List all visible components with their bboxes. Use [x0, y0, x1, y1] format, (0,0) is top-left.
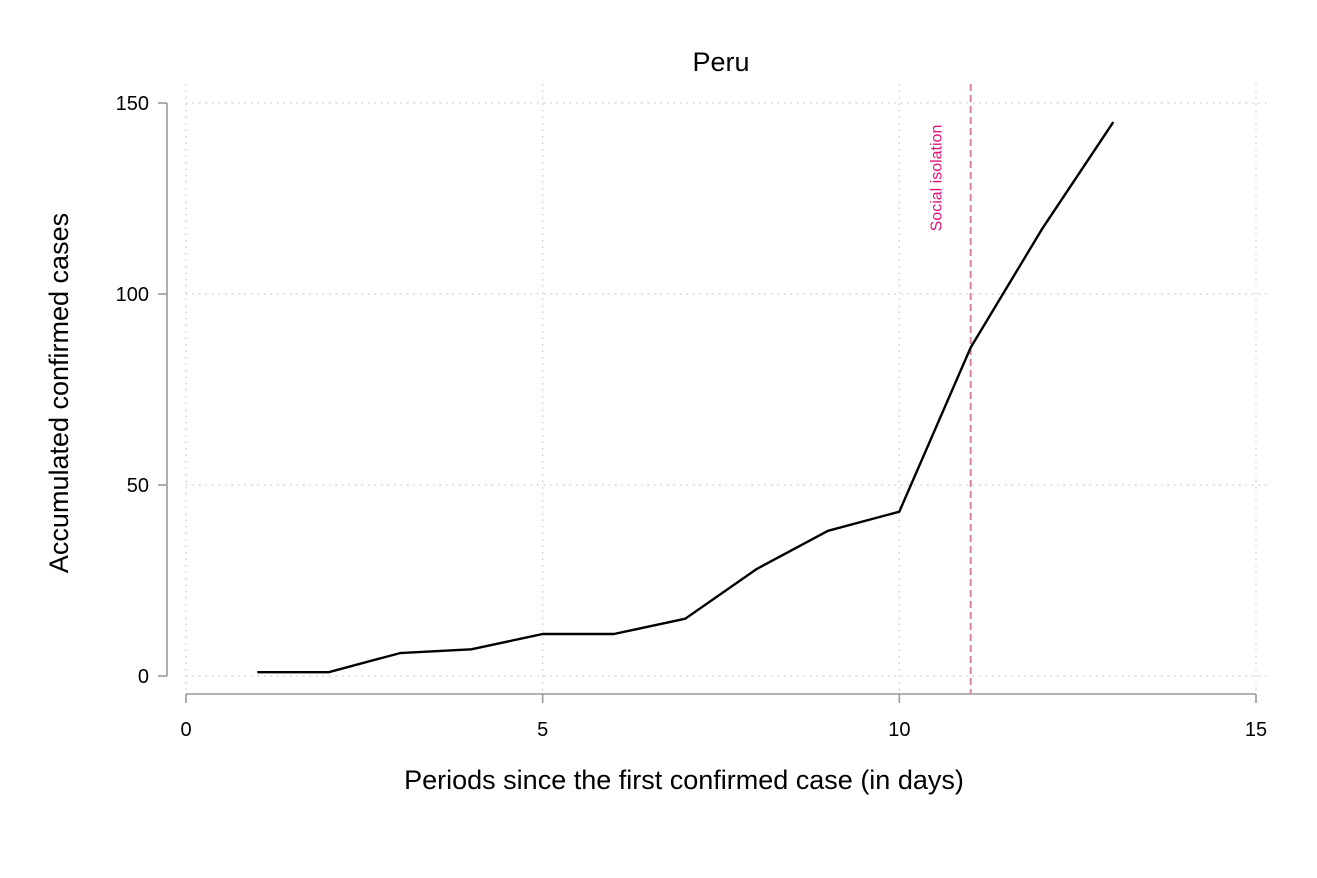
annotations: Social isolation: [929, 84, 972, 694]
x-tick-label: 15: [1245, 719, 1267, 741]
chart-title: Peru: [692, 47, 749, 77]
y-tick-label: 50: [127, 475, 149, 497]
series: [257, 121, 1115, 674]
x-tick-label: 5: [537, 719, 548, 741]
grid: [185, 84, 1270, 690]
y-tick-label: 0: [138, 666, 149, 688]
x-axis-title: Periods since the first confirmed case (…: [404, 765, 964, 795]
y-tick-label: 150: [116, 93, 149, 115]
y-axis-title: Accumulated confirmed cases: [44, 213, 74, 573]
x-tick-label: 0: [180, 719, 191, 741]
reference-line-label: Social isolation: [929, 125, 946, 232]
y-tick-label: 100: [116, 284, 149, 306]
ticks: 0 50 100 150 0 5 10 15: [116, 93, 1268, 741]
axes: [166, 103, 1256, 695]
series-line: [257, 121, 1115, 674]
x-tick-label: 10: [888, 719, 910, 741]
